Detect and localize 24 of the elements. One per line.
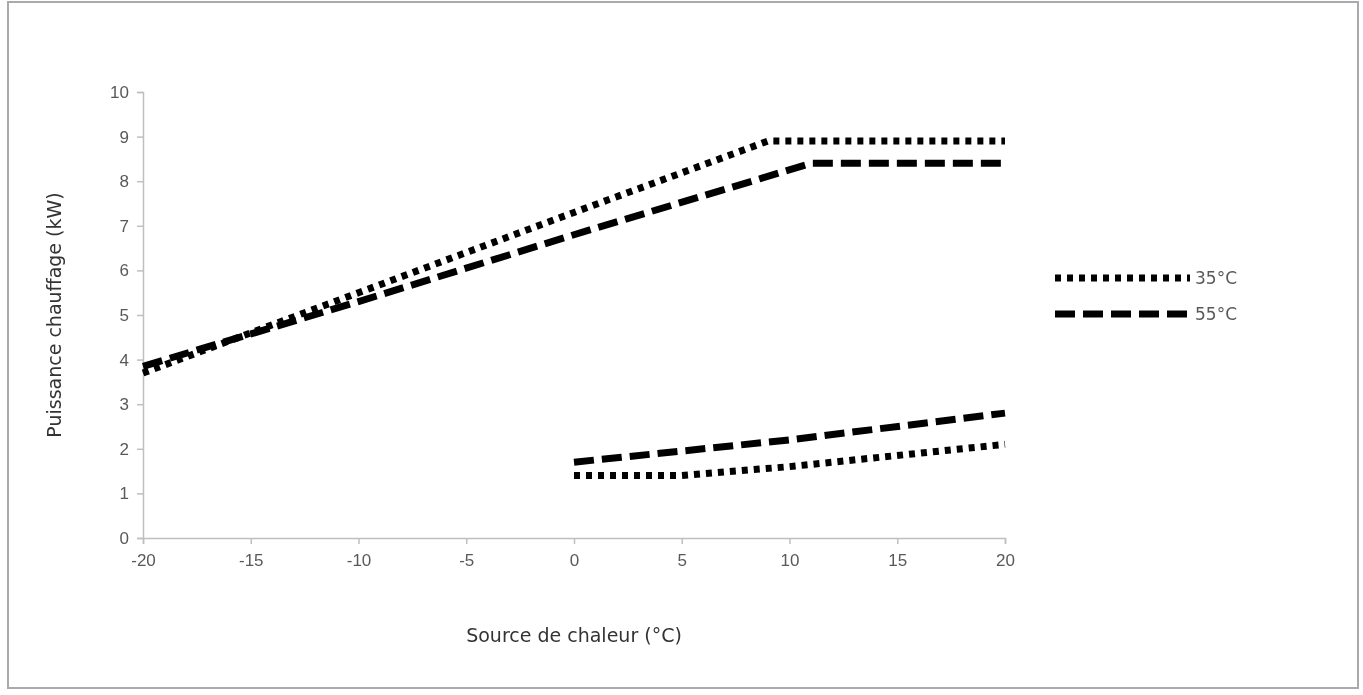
x-tick-label: 10 (780, 551, 800, 571)
text: 55°C (1195, 304, 1238, 324)
y-tick-label: 9 (119, 127, 129, 147)
x-tick-label: 15 (888, 551, 908, 571)
x-axis-title: Source de chaleur (°C) (466, 624, 682, 646)
x-tick-label: 0 (569, 551, 580, 571)
x-tick-label: -20 (131, 551, 156, 571)
y-tick-label: 7 (119, 216, 129, 236)
x-tick-label: 20 (996, 551, 1015, 571)
y-tick-label: 1 (119, 484, 129, 504)
y-tick-label: 10 (110, 82, 129, 102)
y-axis-title: Puissance chauffage (kW) (43, 192, 65, 438)
x-tick-label: -10 (346, 551, 372, 571)
x-tick-label: -15 (238, 551, 264, 571)
y-tick-label: 8 (119, 172, 129, 192)
x-tick-label: -5 (459, 551, 475, 571)
y-tick-label: 5 (119, 305, 129, 325)
y-tick-label: 2 (119, 439, 129, 459)
text: 35°C (1195, 268, 1238, 288)
y-tick-label: 3 (119, 395, 129, 415)
x-tick-label: 5 (677, 551, 687, 571)
y-tick-label: 4 (119, 350, 129, 370)
y-tick-label: 6 (119, 261, 129, 281)
y-tick-label: 0 (119, 528, 129, 548)
